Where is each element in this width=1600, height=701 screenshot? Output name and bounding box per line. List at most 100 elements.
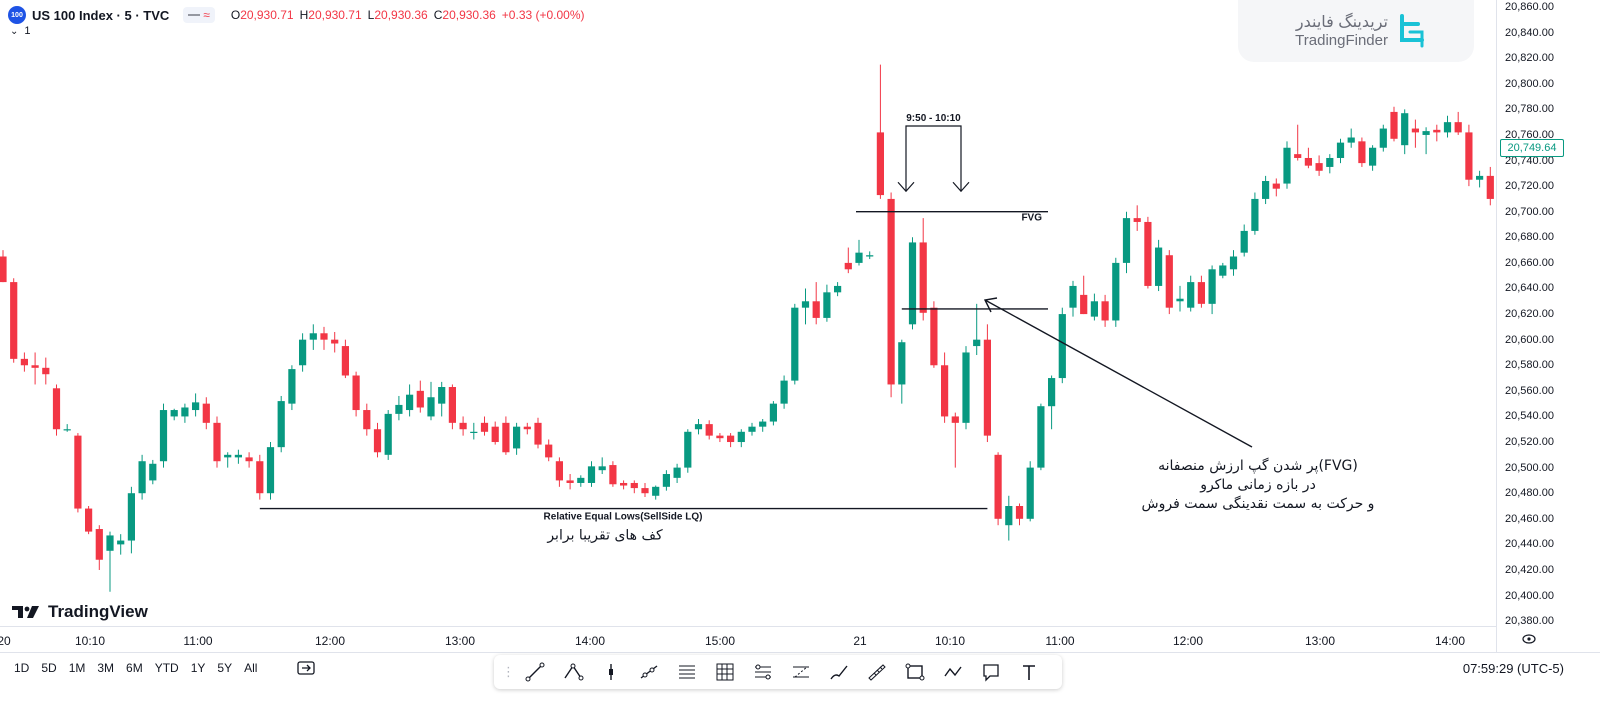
indicator-row[interactable]: ⌄ 1: [10, 25, 31, 37]
trend-line-tool-button[interactable]: [520, 659, 550, 685]
candle-body: [213, 422, 221, 462]
candle-body: [630, 482, 638, 489]
candle-body: [117, 540, 125, 545]
candle-body: [823, 292, 831, 318]
ruler-icon: [868, 664, 886, 681]
candle-body: [1015, 506, 1024, 519]
range-button[interactable]: 3M: [97, 661, 115, 675]
candle-body: [277, 401, 285, 448]
candle-body: [1155, 247, 1163, 286]
tradingview-logo-icon: [12, 606, 39, 618]
annotation-persian-note: در بازه زمانی ماکرو: [1199, 477, 1316, 493]
candle-body: [834, 285, 842, 293]
candle-body: [727, 435, 735, 443]
chart-header: 100 US 100 Index · 5 · TVC ≈ O20,930.71 …: [0, 0, 1500, 46]
candle-body: [459, 422, 467, 430]
position-tool-button[interactable]: [596, 659, 626, 685]
price-tick-label: 20,460.00: [1505, 512, 1554, 525]
symbol-badge-icon[interactable]: 100: [8, 6, 26, 24]
brush-icon: [830, 665, 848, 680]
candle-body: [127, 493, 135, 541]
candle-body: [1251, 198, 1259, 231]
candle-body: [876, 132, 884, 196]
ray-tool-button[interactable]: [634, 659, 664, 685]
candle-body: [1133, 218, 1141, 222]
candle-body: [523, 426, 531, 430]
series-visibility-toggle[interactable]: ≈: [183, 7, 215, 23]
price-tick-label: 20,400.00: [1505, 589, 1554, 602]
candle-body: [716, 435, 724, 439]
candle-body: [341, 346, 349, 376]
candle-body: [1176, 298, 1184, 302]
gear-icon[interactable]: [1522, 632, 1536, 646]
candle-body: [395, 404, 403, 414]
grid-tool-button[interactable]: [710, 659, 740, 685]
zigzag-tool-button[interactable]: [938, 659, 968, 685]
range-button[interactable]: 6M: [126, 661, 143, 675]
ohlc-value: 20,930.36: [374, 8, 428, 22]
go-to-date-icon[interactable]: [296, 659, 318, 677]
candle-body: [192, 402, 200, 411]
time-axis[interactable]: 20 10:10 11:00 12:00 13:00 14:00 15:00 21 10:10 1…: [0, 626, 1496, 653]
zigzag-icon: [944, 666, 962, 677]
candle-body: [866, 255, 874, 257]
range-button[interactable]: All: [244, 661, 258, 675]
range-button[interactable]: 1M: [68, 661, 86, 675]
candle-body: [994, 454, 1002, 519]
candle-body: [138, 461, 146, 494]
candle-body: [1476, 175, 1484, 180]
candle-body: [1433, 129, 1441, 133]
wave-icon: ≈: [203, 8, 210, 22]
path-tool-button[interactable]: [558, 659, 588, 685]
candle-body: [759, 421, 767, 427]
candle-body: [406, 394, 414, 411]
range-button[interactable]: 5D: [41, 661, 57, 675]
price-tick-label: 20,720.00: [1505, 180, 1554, 193]
time-tick-label: 21: [853, 634, 867, 648]
price-axis[interactable]: 20,860.00 20,840.00 20,820.00 20,800.00 20,7…: [1496, 0, 1600, 652]
candle-body: [0, 256, 7, 283]
price-tick-label: 20,540.00: [1505, 410, 1554, 423]
gann-tool-button[interactable]: [786, 659, 816, 685]
candle-body: [42, 367, 50, 375]
candle-body: [598, 466, 606, 471]
range-button[interactable]: YTD: [154, 661, 179, 675]
candle-body: [1304, 157, 1312, 166]
candle-body: [545, 444, 553, 458]
chevron-down-icon[interactable]: ⌄: [10, 25, 19, 37]
tradingview-logo[interactable]: TradingView: [12, 602, 148, 622]
ruler-tool-button[interactable]: [862, 659, 892, 685]
candle-body: [1272, 183, 1280, 189]
pitchfork-tool-button[interactable]: [748, 659, 778, 685]
price-tick-label: 20,700.00: [1505, 205, 1554, 218]
candle-body: [1069, 285, 1077, 308]
comment-tool-button[interactable]: [976, 659, 1006, 685]
candle-body: [63, 429, 71, 431]
annotation-arrow-line: [984, 299, 1253, 448]
candle-body: [1411, 128, 1419, 133]
symbol-title[interactable]: US 100 Index · 5 · TVC: [32, 7, 170, 23]
brush-tool-button[interactable]: [824, 659, 854, 685]
range-button[interactable]: 5Y: [217, 661, 233, 675]
candle-body: [513, 426, 521, 449]
candle-body: [844, 262, 852, 270]
candlestick-chart[interactable]: FVG 9:50 - 10:10 Relative Equal Lows(SellS…: [0, 0, 1496, 626]
candle-body: [170, 410, 178, 417]
clock: 07:59:29 (UTC-5): [1462, 661, 1564, 676]
price-tick-label: 20,420.00: [1505, 563, 1554, 576]
range-button[interactable]: 1Y: [190, 661, 206, 675]
candle-body: [52, 388, 61, 430]
fib-tool-button[interactable]: [672, 659, 702, 685]
price-tick-label: 20,620.00: [1505, 308, 1554, 321]
ohlc-value: 20,930.71: [240, 8, 294, 22]
candle-body: [919, 242, 927, 313]
time-tick-label: 13:00: [1304, 634, 1336, 648]
fvg-label: FVG: [1021, 213, 1042, 224]
range-button[interactable]: 1D: [14, 661, 30, 675]
text-tool-button[interactable]: [1014, 659, 1044, 685]
price-tick-label: 20,500.00: [1505, 461, 1554, 474]
candle-body: [1197, 282, 1205, 304]
rectangle-tool-button[interactable]: [900, 659, 930, 685]
drag-handle-icon[interactable]: ⋮: [502, 664, 515, 679]
candle-body: [684, 431, 692, 468]
